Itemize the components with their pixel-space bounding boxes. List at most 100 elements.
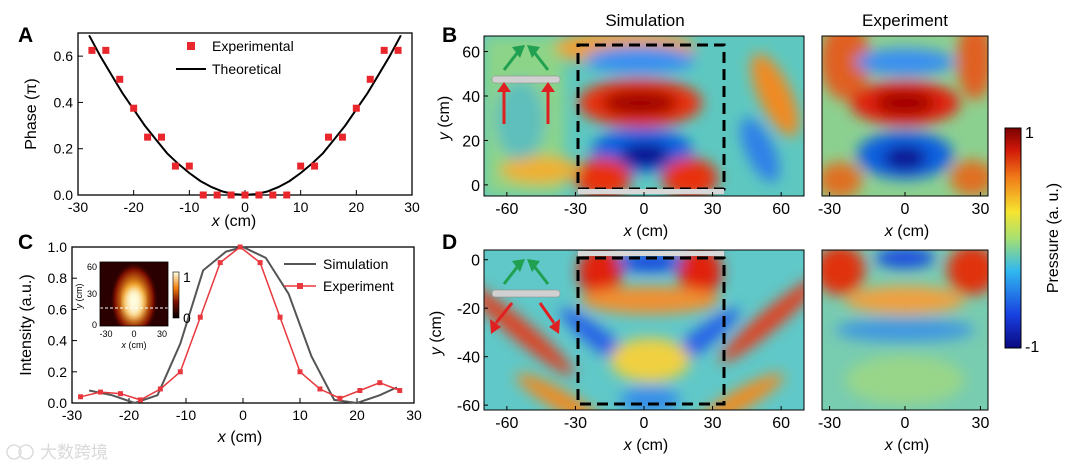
a-experimental-point xyxy=(158,133,165,141)
c-experiment-point xyxy=(277,314,283,320)
inset-xtick-30: 30 xyxy=(157,329,167,339)
a-experimental-point xyxy=(171,162,179,170)
b-y-axis-label: y (cm) xyxy=(436,96,453,141)
b-ticks-sim-xtick-label: 0 xyxy=(640,201,649,218)
a-experimental-point xyxy=(227,191,235,199)
c-xtick-label: 10 xyxy=(292,407,308,423)
a-experimental-point xyxy=(269,191,277,199)
a-xtick-label: -30 xyxy=(68,199,88,215)
panel-d: D xyxy=(428,231,990,454)
a-xtick-label: 10 xyxy=(293,199,309,215)
d-ticks-sim-xtick-label: -30 xyxy=(564,415,587,432)
a-experimental-point xyxy=(185,162,193,170)
a-experimental-point xyxy=(255,191,263,199)
c-ytick-label: 0.0 xyxy=(48,395,68,411)
c-ytick-label: 0.2 xyxy=(48,364,68,380)
b-title-simulation: Simulation xyxy=(605,11,684,30)
d-ticks-exp-xtick-label: 0 xyxy=(901,415,910,432)
c-ytick-label: 0.6 xyxy=(48,301,68,317)
a-experimental-point xyxy=(380,46,388,54)
b-ticks-exp-xtick-label: -30 xyxy=(818,201,841,218)
b-metasurface-bar xyxy=(578,189,724,194)
d-tick-group: -60 -30 0 30 60 -30 0 30 0 -20 -40 -60 xyxy=(457,253,990,432)
a-experimental-point xyxy=(352,104,360,112)
c-xtick-label: -30 xyxy=(62,407,82,423)
c-legend-simulation: Simulation xyxy=(323,256,388,272)
a-experimental-point xyxy=(130,104,138,112)
d-ticks-sim-xtick-label: 60 xyxy=(772,415,790,432)
inset-ytick-30: 30 xyxy=(87,289,97,299)
a-ytick-label: 0.4 xyxy=(54,94,74,110)
a-xtick-label: -20 xyxy=(124,199,144,215)
axes-frame-a xyxy=(77,32,413,196)
c-ytick-label: 1.0 xyxy=(48,239,68,255)
d-ticks-exp-xtick-label: -30 xyxy=(818,415,841,432)
inset-colorbar-max: 1 xyxy=(183,269,191,285)
panel-letter-d: D xyxy=(442,231,457,254)
inset-xtick-neg30: -30 xyxy=(99,329,112,339)
d-ticks-ytick-label: -40 xyxy=(457,350,480,367)
a-tick-group: -30 -20 -10 0 10 20 30 0.0 0.2 0.4 0.6 xyxy=(54,48,420,215)
c-xtick-label: 0 xyxy=(239,407,247,423)
d-sim-x-axis-label: x (cm) xyxy=(623,437,668,454)
d-y-axis-label: y (cm) xyxy=(428,311,445,356)
a-y-axis-label: Phase (π) xyxy=(23,78,40,150)
b-exp-heatmap xyxy=(822,36,988,196)
d-ticks-ytick-label: -20 xyxy=(457,301,480,318)
b-ticks-sim-xtick-label: -30 xyxy=(564,201,587,218)
a-ytick-label: 0.0 xyxy=(54,187,74,203)
a-experimental-point xyxy=(311,162,319,170)
c-experiment-point xyxy=(157,386,163,392)
c-y-axis-label: Intensity (a.u.) xyxy=(18,274,35,375)
c-experiment-point xyxy=(317,386,323,392)
c-experiment-point xyxy=(357,388,363,394)
panel-letter-b: B xyxy=(442,24,457,47)
c-ytick-label: 0.4 xyxy=(48,333,68,349)
a-legend-experimental: Experimental xyxy=(212,38,294,54)
c-xtick-label: -10 xyxy=(176,407,196,423)
b-sim-heatmap xyxy=(484,36,804,196)
b-schematic-icon xyxy=(491,45,561,124)
d-ticks-ytick-label: -60 xyxy=(457,398,480,415)
watermark-text: 大数跨境 xyxy=(40,443,108,463)
d-red-arrow-left-icon xyxy=(494,302,514,324)
a-experimental-point xyxy=(241,191,249,199)
b-ticks-ytick-label: 40 xyxy=(462,89,480,106)
panel-c: C -30 -20 -10 0 10 20 300.00.20.40.60.81.0 Int… xyxy=(18,231,422,446)
a-xtick-label: 30 xyxy=(404,199,420,215)
colorbar-min-label: -1 xyxy=(1025,339,1039,356)
b-sim-x-axis-label: x (cm) xyxy=(623,223,668,240)
c-inset: 60 30 0 y (cm) -30 0 30 x (cm) 1 0 xyxy=(74,261,191,350)
panel-b: B Simulation Experiment xyxy=(436,11,989,240)
b-green-arrow-left-icon xyxy=(502,51,520,71)
a-legend-marker-experimental xyxy=(187,42,195,50)
a-experimental-point xyxy=(144,133,152,141)
a-ytick-label: 0.2 xyxy=(54,141,74,157)
d-ticks-exp-xtick-label: 30 xyxy=(972,415,990,432)
a-legend-theoretical: Theoretical xyxy=(212,61,281,77)
watermark: 大数跨境 xyxy=(6,443,108,463)
c-legend-marker-experiment xyxy=(297,283,303,289)
inset-y-label: y (cm) xyxy=(74,283,84,309)
a-experimental-point xyxy=(283,191,291,199)
d-green-arrow-right-icon xyxy=(532,265,550,285)
a-experimental-point xyxy=(102,46,110,54)
a-xtick-label: 0 xyxy=(241,199,249,215)
c-x-axis-label: x (cm) xyxy=(217,429,262,446)
c-ytick-label: 0.8 xyxy=(48,270,68,286)
colorbar-gradient xyxy=(1004,127,1022,349)
c-experiment-point xyxy=(337,395,343,401)
d-metasurface-bar xyxy=(578,251,724,256)
b-ticks-sim-xtick-label: -60 xyxy=(495,201,518,218)
d-dashed-region xyxy=(576,256,726,406)
d-ticks-sim-xtick-label: 30 xyxy=(704,415,722,432)
inset-ytick-0: 0 xyxy=(92,320,97,330)
panel-a: A -30 -20 -10 0 10 20 30 0.0 0.2 0.4 0.6 Phase (π)… xyxy=(18,24,420,230)
a-series-group xyxy=(88,34,402,199)
c-experiment-point xyxy=(377,380,383,386)
c-tick-group: -30 -20 -10 0 10 20 300.00.20.40.60.81.0 xyxy=(48,239,422,423)
c-xtick-label: 20 xyxy=(349,407,365,423)
a-ytick-label: 0.6 xyxy=(54,48,74,64)
c-xtick-label: -20 xyxy=(119,407,139,423)
b-ticks-ytick-label: 20 xyxy=(462,133,480,150)
